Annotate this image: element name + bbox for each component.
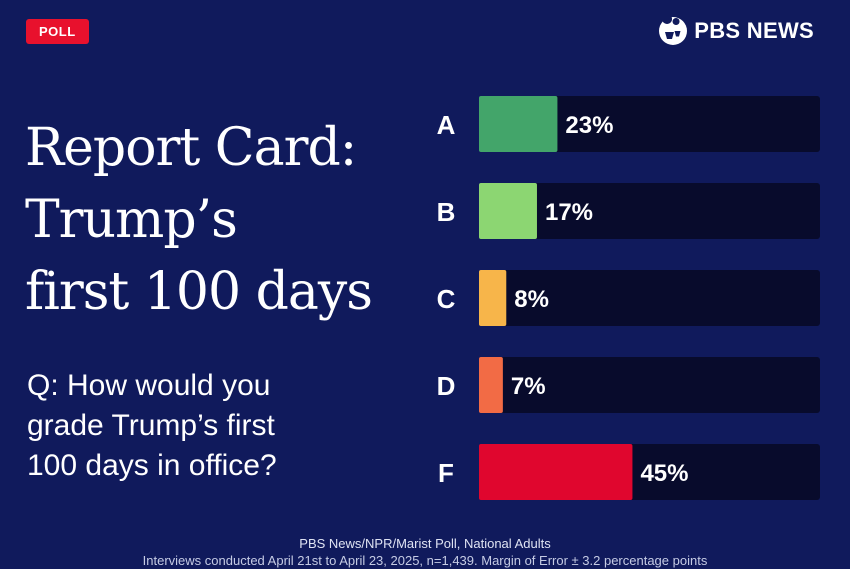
bar-d bbox=[479, 357, 503, 413]
brand-name: PBS NEWS bbox=[694, 18, 814, 43]
value-label-f: 45% bbox=[640, 460, 688, 487]
value-label-a: 23% bbox=[565, 112, 613, 139]
title-line: first 100 days bbox=[25, 262, 373, 322]
source-note: PBS News/NPR/Marist Poll, National Adult… bbox=[299, 536, 551, 551]
methodology-note: Interviews conducted April 21st to April… bbox=[142, 553, 708, 568]
value-label-b: 17% bbox=[545, 199, 593, 226]
title-line: Trump’s bbox=[25, 190, 238, 250]
question-line: Q: How would you bbox=[27, 369, 271, 402]
bar-c bbox=[479, 270, 507, 326]
grade-label-b: B bbox=[437, 197, 456, 227]
bar-track-c bbox=[479, 270, 820, 326]
bar-track-a bbox=[479, 96, 820, 152]
grade-bar-chart: A 23% B 17% C 8% D 7% F 45% bbox=[437, 96, 820, 500]
value-label-d: 7% bbox=[511, 373, 546, 400]
value-label-c: 8% bbox=[514, 286, 549, 313]
grade-label-a: A bbox=[437, 110, 456, 140]
poll-question: Q: How would you grade Trump’s first 100… bbox=[27, 366, 327, 486]
poll-badge: POLL bbox=[26, 19, 89, 44]
title-line: Report Card: bbox=[25, 118, 357, 178]
bar-a bbox=[479, 96, 558, 152]
bar-b bbox=[479, 183, 537, 239]
bar-f bbox=[479, 444, 633, 500]
pbs-heads-logo-icon bbox=[659, 16, 688, 45]
grade-label-c: C bbox=[437, 284, 456, 314]
question-line: 100 days in office? bbox=[27, 449, 277, 482]
grade-label-d: D bbox=[437, 371, 456, 401]
footer: PBS News/NPR/Marist Poll, National Adult… bbox=[0, 535, 850, 569]
question-line: grade Trump’s first bbox=[27, 409, 275, 442]
page-title: Report Card: Trump’s first 100 days bbox=[25, 112, 385, 328]
bar-track-b bbox=[479, 183, 820, 239]
grade-label-f: F bbox=[438, 458, 454, 488]
bar-track-d bbox=[479, 357, 820, 413]
brand-logo: PBS NEWS bbox=[658, 16, 814, 46]
